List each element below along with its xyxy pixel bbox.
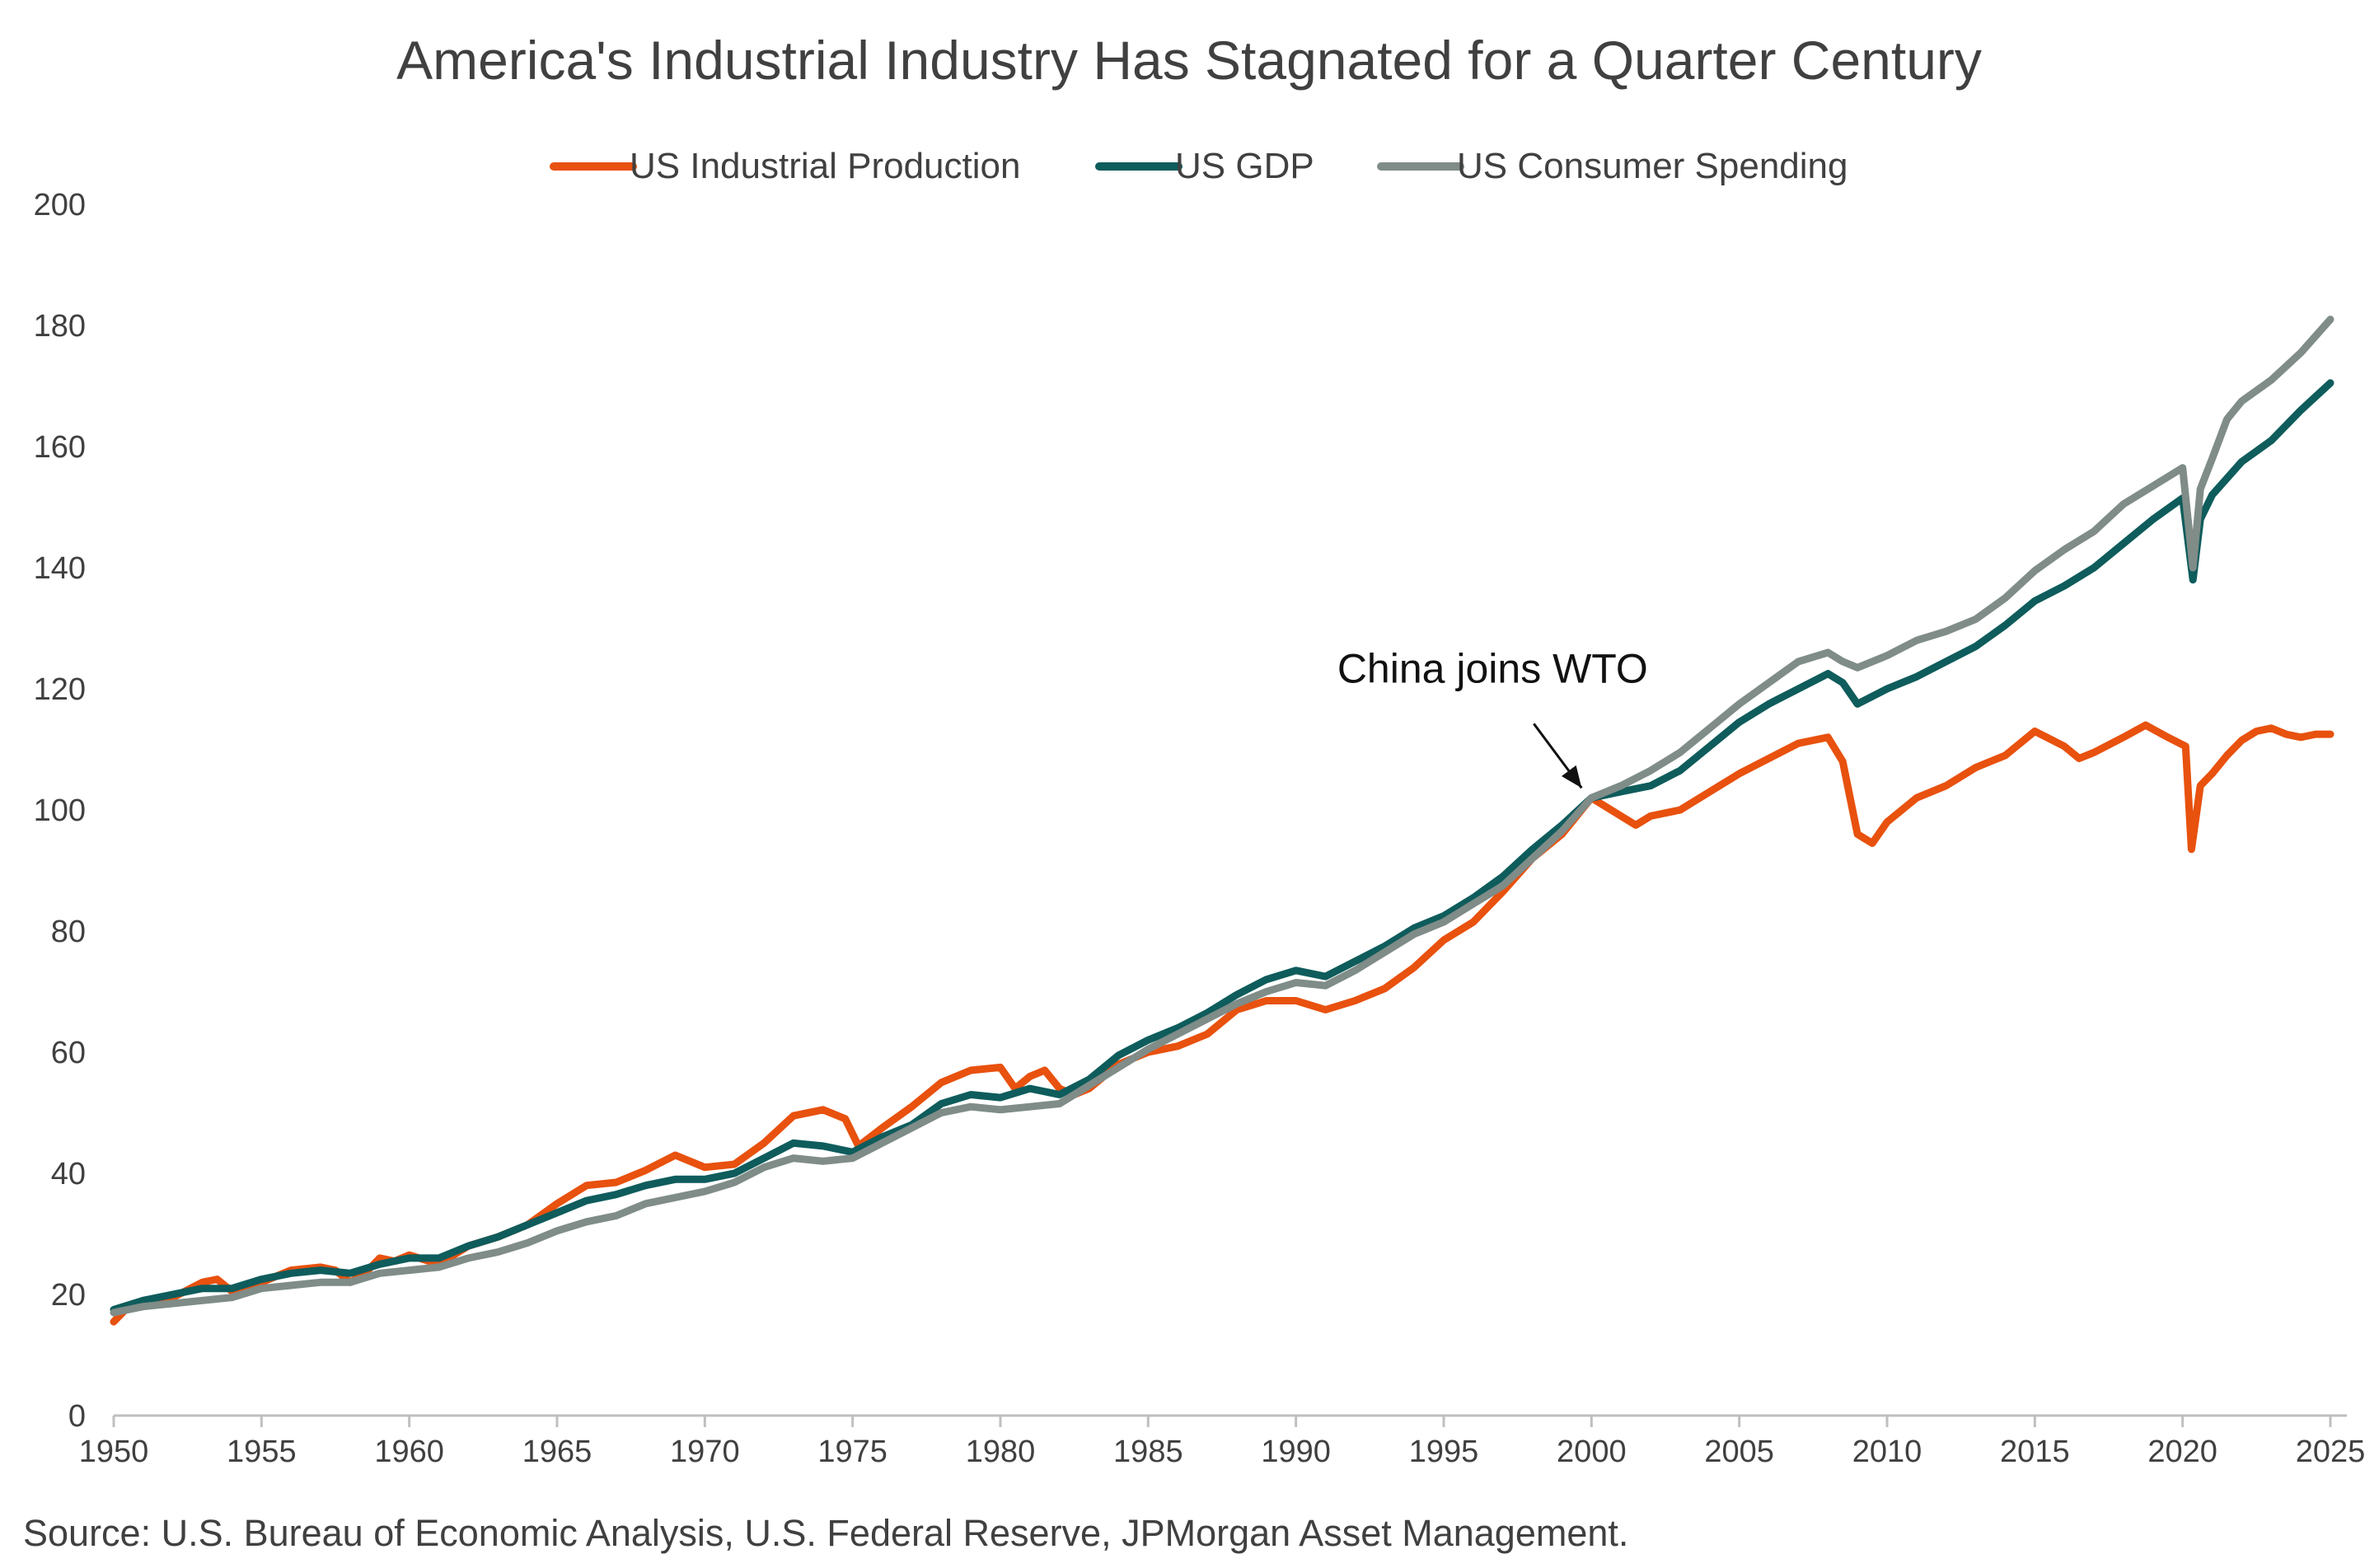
x-tick-label: 2000 [1557,1435,1627,1469]
y-tick-label: 80 [51,915,86,949]
x-tick-label: 1980 [966,1435,1036,1469]
legend-label-gdp: US GDP [1175,146,1314,186]
chart-title: America's Industrial Industry Has Stagna… [396,30,1982,91]
y-tick-label: 100 [34,793,86,828]
series-line-consumer-spending [110,316,2335,1317]
x-tick-label: 1955 [227,1435,297,1469]
y-axis: 0 20 40 60 80 100 120 140 160 180 200 [34,188,86,1434]
x-tick-label: 1965 [522,1435,592,1469]
y-tick-label: 160 [34,430,86,465]
y-tick-label: 120 [34,672,86,707]
annotation-arrow-head [1561,765,1582,789]
legend: US Industrial Production US GDP US Consume… [550,146,1847,186]
x-tick-label: 2020 [2147,1435,2217,1469]
x-tick-label: 1985 [1113,1435,1183,1469]
y-tick-label: 0 [68,1399,86,1434]
x-tick-label: 2005 [1704,1435,1774,1469]
y-tick-label: 40 [51,1157,86,1191]
x-tick-label: 1950 [79,1435,149,1469]
series-line-gdp [110,379,2335,1313]
x-tick-label: 1995 [1409,1435,1479,1469]
legend-label-consumer-spending: US Consumer Spending [1457,146,1847,186]
y-tick-label: 180 [34,309,86,344]
series-line-industrial-production [110,721,2335,1326]
y-tick-label: 60 [51,1036,86,1070]
x-axis: 1950 1955 1960 1965 1970 1975 1980 1985 1990 1995… [79,1414,2366,1469]
source-note: Source: U.S. Bureau of Economic Analysis… [23,1512,1628,1554]
x-tick-label: 1960 [374,1435,444,1469]
x-tick-label: 1990 [1261,1435,1331,1469]
x-tick-label: 1970 [670,1435,740,1469]
annotation-label: China joins WTO [1337,645,1648,691]
series-group [110,316,2335,1326]
y-tick-label: 200 [34,188,86,222]
x-tick-label: 1975 [817,1435,887,1469]
legend-label-industrial-production: US Industrial Production [630,146,1020,186]
x-tick-label: 2010 [1852,1435,1922,1469]
x-tick-label: 2015 [2000,1435,2070,1469]
y-tick-label: 20 [51,1278,86,1313]
x-tick-label: 2025 [2296,1435,2366,1469]
y-tick-label: 140 [34,551,86,586]
annotation-group: China joins WTO [1337,645,1648,789]
